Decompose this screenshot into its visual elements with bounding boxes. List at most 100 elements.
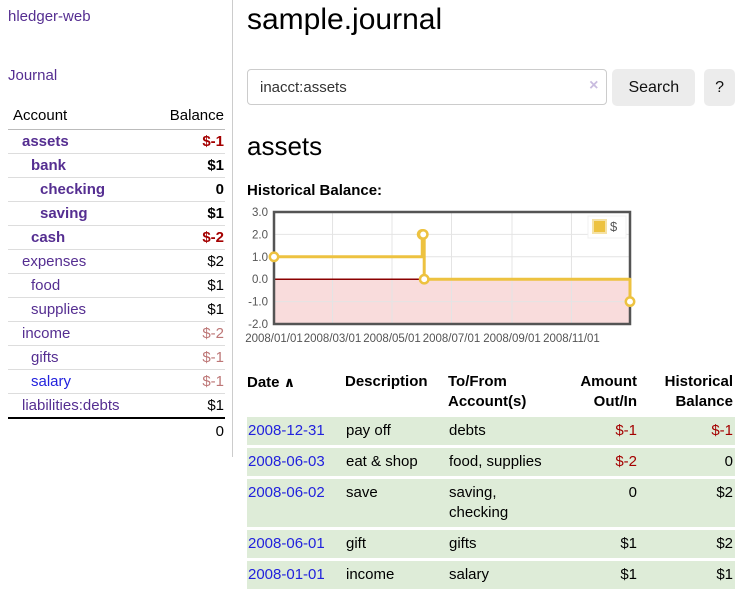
sort-ascending-icon: ∧: [283, 374, 296, 390]
transaction-row: 2008-06-02 save saving, checking 0 $2: [247, 479, 735, 527]
svg-text:3.0: 3.0: [252, 207, 268, 219]
account-balance: 0: [215, 181, 224, 198]
transaction-row: 2008-06-03 eat & shop food, supplies $-2 0: [247, 448, 735, 476]
transaction-row: 2008-12-31 pay off debts $-1 $-1: [247, 417, 735, 445]
account-name-cell: gifts: [8, 346, 149, 370]
transaction-date-cell: 2008-01-01: [247, 561, 345, 589]
account-link[interactable]: liabilities:debts: [22, 397, 120, 414]
svg-text:2008/09/01: 2008/09/01: [483, 333, 541, 345]
account-row: food $1: [8, 274, 225, 298]
register-header-description: Description: [345, 373, 428, 390]
sidebar-item-journal[interactable]: Journal: [8, 67, 58, 84]
account-row: checking 0: [8, 178, 225, 202]
accounts-header-account: Account: [13, 107, 68, 124]
account-link[interactable]: cash: [31, 229, 66, 246]
transaction-description: income: [345, 561, 448, 589]
transaction-amount: $-1: [577, 417, 639, 445]
account-name-cell: income: [8, 322, 149, 346]
account-name-cell: expenses: [8, 250, 149, 274]
transaction-amount: $1: [577, 561, 639, 589]
transaction-description: eat & shop: [345, 448, 448, 476]
account-balance: $-1: [202, 133, 224, 150]
account-link[interactable]: expenses: [22, 253, 87, 270]
account-name-cell: checking: [8, 178, 149, 202]
transaction-description: pay off: [345, 417, 448, 445]
svg-text:-2.0: -2.0: [248, 319, 268, 331]
accounts-table: Account Balance assets $-1 bank $1 checking 0…: [8, 104, 225, 443]
clear-search-icon[interactable]: ×: [589, 77, 599, 94]
account-link[interactable]: gifts: [31, 349, 59, 366]
account-balance: $2: [207, 253, 224, 270]
help-button[interactable]: ?: [704, 69, 735, 106]
register-header-amount: Amount Out/In: [580, 373, 637, 410]
search-form: × Search ?: [247, 69, 735, 106]
svg-text:$: $: [610, 219, 618, 234]
register-table: Date ∧ Description To/From Account(s) Am…: [247, 367, 735, 592]
register-table-header: Date ∧ Description To/From Account(s) Am…: [247, 370, 735, 414]
transaction-accounts: salary: [448, 561, 577, 589]
transaction-accounts: gifts: [448, 530, 577, 558]
transaction-accounts: debts: [448, 417, 577, 445]
transaction-balance: $2: [639, 530, 735, 558]
transaction-date-link[interactable]: 2008-01-01: [248, 566, 325, 583]
transaction-amount: $-2: [577, 448, 639, 476]
account-row: salary $-1: [8, 370, 225, 394]
transaction-row: 2008-06-01 gift gifts $1 $2: [247, 530, 735, 558]
transaction-balance: $2: [639, 479, 735, 527]
transaction-balance: 0: [639, 448, 735, 476]
svg-text:1.0: 1.0: [252, 252, 268, 264]
account-balance: $1: [207, 277, 224, 294]
historical-balance-chart[interactable]: $3.0 2.0 1.0 0.0 -1.0 -2.0 2008/01/01 2008/03/0…: [237, 206, 727, 350]
accounts-header-balance: Balance: [169, 107, 224, 124]
account-name-cell: saving: [8, 202, 149, 226]
transaction-accounts: food, supplies: [448, 448, 577, 476]
account-balance: $1: [207, 301, 224, 318]
account-balance: $-2: [202, 229, 224, 246]
account-link[interactable]: income: [22, 325, 71, 342]
accounts-total-spacer: [8, 418, 149, 443]
transaction-accounts: saving, checking: [448, 479, 577, 527]
sidebar: hledger-web Journal Account Balance asse…: [0, 0, 233, 457]
transaction-date-link[interactable]: 2008-06-03: [248, 453, 325, 470]
transaction-date-cell: 2008-06-01: [247, 530, 345, 558]
account-link[interactable]: checking: [40, 181, 106, 198]
transaction-balance: $1: [639, 561, 735, 589]
brand-link[interactable]: hledger-web: [8, 8, 91, 25]
transaction-amount: $1: [577, 530, 639, 558]
account-link[interactable]: supplies: [31, 301, 87, 318]
account-heading: assets: [247, 131, 323, 161]
search-input[interactable]: [247, 69, 608, 105]
account-link[interactable]: food: [31, 277, 61, 294]
account-name-cell: liabilities:debts: [8, 394, 149, 419]
account-row: cash $-2: [8, 226, 225, 250]
search-button[interactable]: Search: [612, 69, 696, 106]
account-row: supplies $1: [8, 298, 225, 322]
account-name-cell: salary: [8, 370, 149, 394]
transaction-date-link[interactable]: 2008-06-01: [248, 535, 325, 552]
account-name-cell: food: [8, 274, 149, 298]
account-row: saving $1: [8, 202, 225, 226]
account-row: bank $1: [8, 154, 225, 178]
account-link[interactable]: salary: [31, 373, 72, 390]
accounts-table-header: Account Balance: [8, 104, 225, 130]
account-link[interactable]: assets: [22, 133, 69, 150]
transaction-date-link[interactable]: 2008-12-31: [248, 422, 325, 439]
register-header-date[interactable]: Date ∧: [247, 370, 345, 414]
transaction-date-link[interactable]: 2008-06-02: [248, 484, 325, 501]
svg-text:0.0: 0.0: [252, 274, 268, 286]
transaction-balance: $-1: [639, 417, 735, 445]
account-row: expenses $2: [8, 250, 225, 274]
chart-title: Historical Balance:: [247, 182, 383, 199]
account-row: gifts $-1: [8, 346, 225, 370]
account-balance: $1: [207, 205, 224, 222]
account-balance: $-1: [202, 373, 224, 390]
account-link[interactable]: bank: [31, 157, 67, 174]
transaction-description: save: [345, 479, 448, 527]
account-link[interactable]: saving: [40, 205, 88, 222]
account-name-cell: cash: [8, 226, 149, 250]
search-box: ×: [247, 69, 608, 106]
transaction-row: 2008-01-01 income salary $1 $1: [247, 561, 735, 589]
register-header-balance: Historical Balance: [664, 373, 733, 410]
transaction-date-cell: 2008-06-02: [247, 479, 345, 527]
account-name-cell: assets: [8, 130, 149, 154]
